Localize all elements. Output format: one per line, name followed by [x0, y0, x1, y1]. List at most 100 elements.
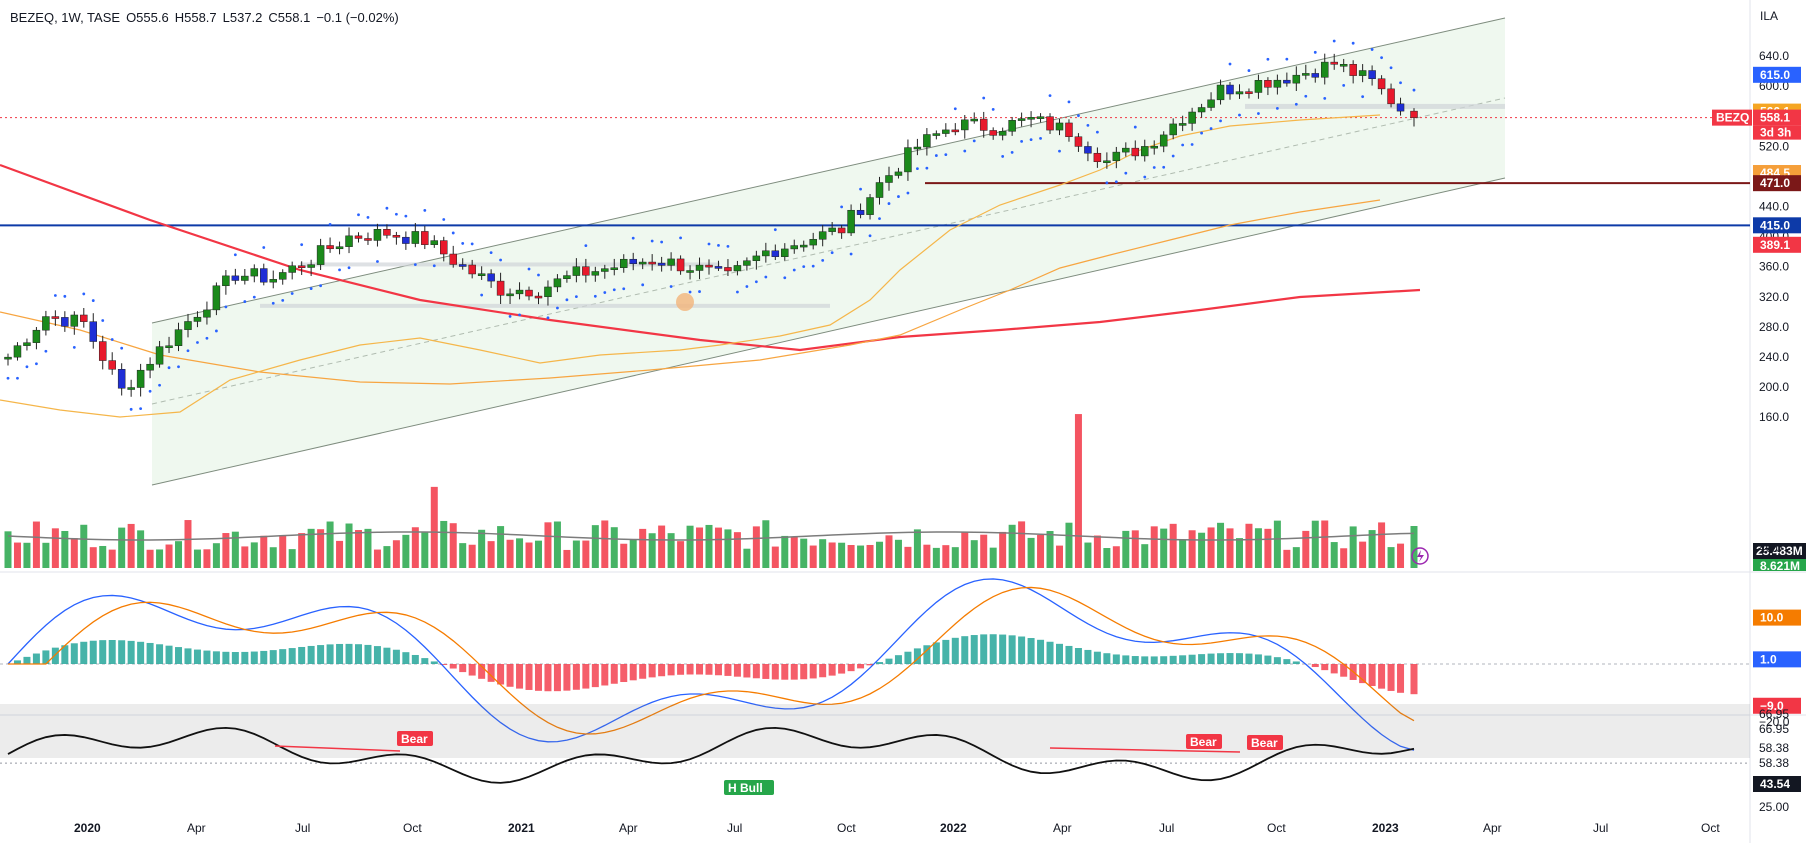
candle-body: [108, 360, 116, 370]
sar-dot: [385, 206, 389, 210]
candle-body: [1207, 99, 1215, 108]
volume-bar: [894, 539, 902, 568]
volume-bar: [118, 527, 126, 568]
macd-histogram-bar: [610, 664, 618, 684]
time-tick-label: Apr: [1483, 821, 1502, 835]
macd-histogram-bar: [923, 645, 931, 664]
macd-histogram-bar: [355, 644, 362, 664]
macd-histogram-bar: [487, 664, 495, 682]
macd-histogram-bar: [279, 649, 287, 664]
macd-histogram-bar: [696, 664, 704, 675]
close-value: C558.1: [268, 10, 311, 25]
macd-histogram-bar: [1207, 653, 1215, 664]
sar-dot: [1190, 143, 1194, 146]
resistance-zone: [1245, 103, 1505, 109]
macd-histogram-bar: [876, 662, 884, 664]
macd-histogram-bar: [1359, 664, 1367, 684]
candle-body: [1122, 147, 1130, 153]
candle-body: [591, 271, 600, 276]
sar-dot: [764, 275, 768, 279]
time-tick-label: Oct: [837, 821, 856, 835]
macd-histogram-bar: [1018, 636, 1026, 664]
candle-body: [733, 265, 742, 272]
sar-dot: [565, 298, 569, 302]
volume-ma-line: [7, 531, 1415, 541]
candle-body: [383, 229, 391, 236]
sar-dot: [1238, 113, 1241, 117]
sar-dot: [650, 239, 654, 243]
volume-bar: [241, 546, 249, 568]
sar-dot: [754, 280, 758, 284]
volume-value-bg: [1753, 543, 1806, 559]
volume-bar: [743, 548, 751, 568]
candle-body: [430, 240, 439, 245]
candle-body: [648, 261, 656, 265]
sar-dot: [859, 187, 862, 191]
macd-histogram-bar: [1160, 656, 1168, 664]
regression-channel-lower: [151, 177, 1506, 486]
candle-body: [1169, 123, 1177, 136]
sar-dot: [688, 290, 692, 294]
sar-dot: [546, 316, 550, 320]
candle-body: [496, 280, 505, 296]
volume-bar: [1046, 531, 1054, 568]
volume-bar: [942, 545, 950, 568]
macd-histogram-bar: [705, 664, 713, 675]
macd-histogram-bar: [89, 640, 97, 664]
volume-bar: [1387, 547, 1395, 568]
macd-histogram-bar: [383, 647, 391, 664]
macd-histogram-bar: [1245, 653, 1253, 664]
time-tick-label: Apr: [619, 821, 638, 835]
sar-dot: [53, 294, 57, 297]
macd-histogram-bar: [913, 648, 921, 664]
macd-histogram-bar: [1368, 664, 1376, 687]
volume-bar: [677, 541, 685, 568]
candle-body: [781, 248, 789, 257]
macd-histogram-bar: [364, 644, 372, 664]
macd-histogram-bar: [1264, 655, 1272, 664]
price-marker-label-bg: [1753, 236, 1801, 253]
macd-histogram-bar: [686, 664, 694, 675]
macd-histogram-bar: [999, 634, 1007, 664]
volume-bar: [1245, 523, 1253, 568]
candle-body: [809, 239, 817, 246]
symbol-label[interactable]: BEZEQ, 1W, TASE: [10, 10, 121, 25]
candle-body: [165, 345, 173, 348]
sar-dot: [641, 283, 645, 287]
macd-value-label: −9.0: [1760, 699, 1784, 713]
candle-body: [619, 258, 628, 268]
volume-bar: [127, 523, 135, 568]
candle-body: [885, 175, 893, 183]
sar-dot: [897, 195, 900, 198]
candle-body: [1339, 64, 1348, 67]
candle-body: [146, 363, 154, 371]
macd-histogram-bar: [1217, 653, 1225, 664]
macd-tick-label: 40.0: [1759, 541, 1783, 555]
sar-dot: [1029, 138, 1033, 142]
candle-body: [525, 289, 533, 297]
sar-dot: [338, 268, 341, 272]
sar-dot: [110, 338, 114, 341]
sar-dot: [319, 284, 323, 288]
macd-histogram-bar: [582, 664, 590, 689]
candle-body: [288, 265, 296, 273]
volume-bar: [1254, 528, 1262, 568]
candle-body: [686, 270, 694, 273]
candle-body: [714, 266, 723, 269]
candle-body: [904, 147, 912, 173]
macd-histogram-bar: [970, 635, 978, 664]
volume-bar: [876, 541, 884, 568]
candle-body: [117, 369, 126, 389]
macd-histogram-bar: [1037, 639, 1045, 664]
macd-histogram-bar: [553, 664, 561, 692]
candle-body: [1349, 64, 1357, 76]
sar-dot: [840, 205, 844, 209]
macd-histogram-bar: [108, 639, 116, 664]
macd-histogram-bar: [336, 643, 344, 664]
volume-bar: [563, 549, 571, 568]
volume-bar: [175, 541, 183, 568]
volume-bar: [212, 543, 220, 568]
sar-dot: [660, 240, 664, 244]
symbol-tag-bg: [1712, 109, 1752, 126]
